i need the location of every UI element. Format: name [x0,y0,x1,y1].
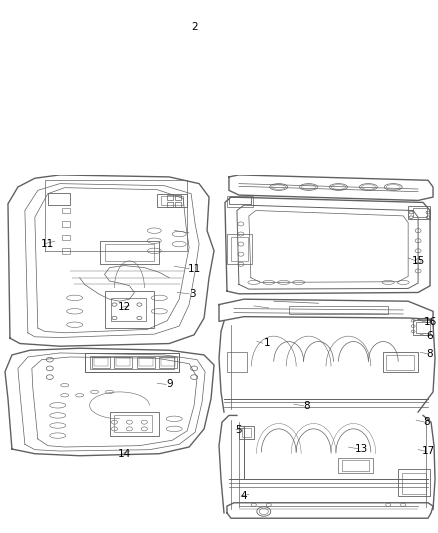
Bar [159,357,177,368]
Text: 2: 2 [191,22,198,31]
Text: 8: 8 [423,417,429,427]
Bar [90,356,174,369]
Bar [62,235,70,240]
Text: 8: 8 [427,349,433,359]
Text: 17: 17 [421,446,434,456]
Text: 9: 9 [166,379,173,390]
Bar [114,357,132,368]
Text: 1: 1 [264,338,270,348]
Bar [99,241,159,264]
Bar [175,202,181,207]
Text: 15: 15 [411,256,425,266]
Bar [105,291,154,328]
Text: 4: 4 [240,491,247,501]
Text: 11: 11 [41,239,54,249]
Bar [227,196,253,207]
Text: 12: 12 [118,302,131,312]
Bar [62,248,70,254]
Text: 14: 14 [118,448,131,458]
Bar [62,208,70,213]
Text: 6: 6 [427,331,433,341]
Bar [408,206,430,219]
Bar [402,473,426,494]
Bar [161,196,183,205]
Text: 3: 3 [189,289,195,299]
Bar [239,425,254,439]
Bar [92,357,110,368]
Bar [157,193,187,207]
Bar [62,221,70,227]
Text: 16: 16 [424,318,437,327]
Bar [117,358,131,366]
Bar [105,244,154,261]
Text: 5: 5 [236,425,242,435]
Bar [413,208,427,217]
Bar [175,195,181,200]
Bar [48,193,70,205]
Bar [242,427,251,437]
Bar [161,358,175,366]
Bar [138,357,155,368]
Bar [229,197,251,204]
Bar [139,358,153,366]
Bar [167,202,173,207]
Text: 11: 11 [187,264,201,274]
Text: 8: 8 [303,401,310,411]
Bar [398,469,430,496]
Bar [416,322,430,333]
Bar [231,237,248,261]
Bar [386,355,414,370]
Bar [227,234,252,264]
Bar [343,460,369,471]
Bar [383,352,418,372]
Bar [85,353,179,372]
Bar [110,412,159,435]
Text: 13: 13 [355,444,368,454]
Bar [112,298,146,321]
Bar [289,306,388,314]
Bar [339,458,373,473]
Bar [413,320,433,335]
Bar [114,415,152,432]
Bar [227,352,247,372]
Bar [167,195,173,200]
Bar [94,358,107,366]
